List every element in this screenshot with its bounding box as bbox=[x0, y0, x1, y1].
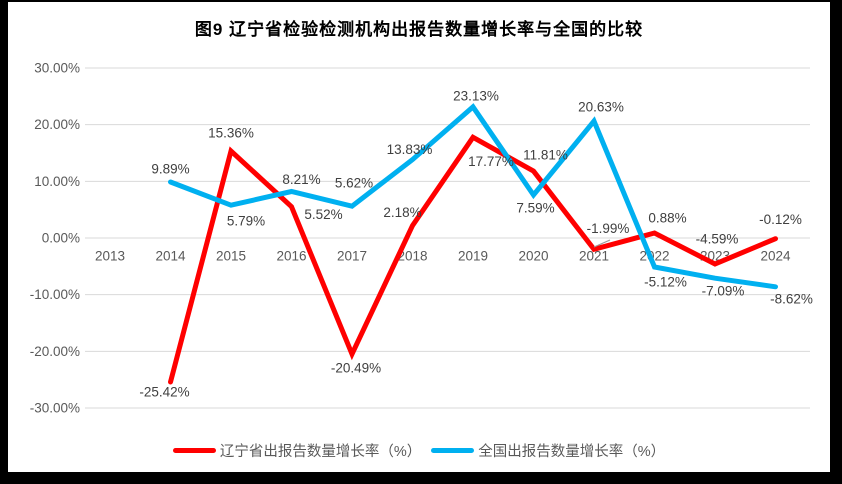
x-axis-label: 2013 bbox=[95, 249, 125, 264]
data-label: 23.13% bbox=[453, 88, 499, 103]
data-label: 13.83% bbox=[387, 142, 433, 157]
data-label: 17.77% bbox=[468, 154, 514, 169]
y-axis-label: -30.00% bbox=[30, 401, 80, 416]
x-axis-label: 2015 bbox=[216, 249, 246, 264]
x-axis-label: 2021 bbox=[579, 249, 609, 264]
data-label: -4.59% bbox=[696, 232, 739, 247]
data-label: 9.89% bbox=[151, 161, 189, 176]
y-axis-label: 0.00% bbox=[42, 231, 80, 246]
y-axis-label: -20.00% bbox=[30, 344, 80, 359]
legend-label-liaoning: 辽宁省出报告数量增长率（%） bbox=[219, 444, 422, 460]
x-axis-label: 2020 bbox=[518, 249, 548, 264]
label-leader-line bbox=[593, 239, 611, 248]
data-label: -1.99% bbox=[587, 221, 630, 236]
data-label: 2.18% bbox=[383, 205, 421, 220]
x-axis-label: 2017 bbox=[337, 249, 367, 264]
x-axis-label: 2018 bbox=[397, 249, 427, 264]
x-axis-label: 2019 bbox=[458, 249, 488, 264]
data-label: -20.49% bbox=[331, 361, 381, 376]
y-axis-label: -10.00% bbox=[30, 287, 80, 302]
legend: 辽宁省出报告数量增长率（%） 全国出报告数量增长率（%） bbox=[8, 440, 830, 461]
data-label: -0.12% bbox=[759, 212, 802, 227]
legend-item-national: 全国出报告数量增长率（%） bbox=[431, 440, 665, 461]
data-label: 5.52% bbox=[304, 207, 342, 222]
line-chart: 30.00% 20.00% 10.00% 0.00% -10.00% -20.00% -30… bbox=[30, 61, 813, 416]
legend-item-liaoning: 辽宁省出报告数量增长率（%） bbox=[172, 440, 422, 461]
data-label: 5.62% bbox=[335, 176, 373, 191]
data-label: 11.81% bbox=[523, 148, 568, 163]
legend-label-national: 全国出报告数量增长率（%） bbox=[478, 444, 666, 460]
data-label: 8.21% bbox=[282, 172, 320, 187]
legend-swatch-national bbox=[431, 448, 475, 453]
x-axis-label: 2024 bbox=[760, 249, 791, 264]
chart-title: 图9 辽宁省检验检测机构出报告数量增长率与全国的比较 bbox=[194, 20, 644, 39]
x-axis-label: 2014 bbox=[155, 249, 186, 264]
y-axis-label: 20.00% bbox=[34, 117, 80, 132]
data-label: 7.59% bbox=[516, 200, 554, 215]
data-label: -7.09% bbox=[702, 284, 745, 299]
y-axis-label: 30.00% bbox=[34, 61, 80, 76]
data-label: -5.12% bbox=[644, 275, 687, 290]
legend-swatch-liaoning bbox=[172, 448, 216, 453]
data-label: 20.63% bbox=[578, 100, 624, 115]
data-label: -25.42% bbox=[139, 385, 189, 400]
y-axis-label: 10.00% bbox=[34, 174, 80, 189]
series-line-national bbox=[168, 103, 778, 290]
data-label: -8.62% bbox=[770, 291, 813, 306]
data-label: 0.88% bbox=[648, 211, 686, 226]
series-line-liaoning bbox=[168, 134, 778, 385]
data-label: 15.36% bbox=[208, 125, 254, 140]
data-label: 5.79% bbox=[227, 214, 265, 229]
x-axis-label: 2016 bbox=[276, 249, 306, 264]
